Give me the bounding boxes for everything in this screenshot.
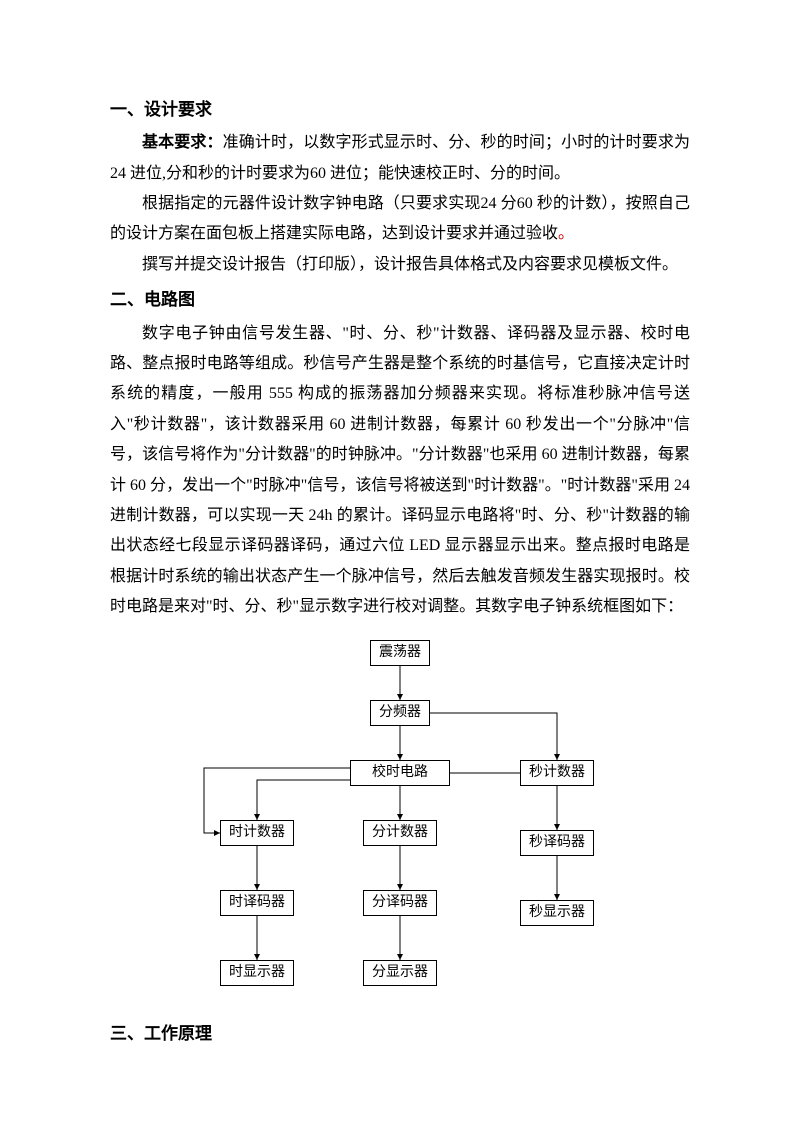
section-1-p1: 基本要求：准确计时，以数字形式显示时、分、秒的时间；小时的计时要求为24 进位,… <box>110 128 690 189</box>
block-diagram: 震荡器分频器校时电路 秒计数器时计数器 分计数器 秒译码器时译码器 分译码器 秒显示器时显… <box>190 640 610 990</box>
section-2-p1: 数字电子钟由信号发生器、"时、分、秒"计数器、译码器及显示器、校时电路、整点报时… <box>110 319 690 623</box>
arrow-5 <box>257 780 350 820</box>
section-1-heading: 一、设计要求 <box>110 94 690 126</box>
node-hr_cnt: 时计数器 <box>220 820 294 846</box>
node-min_dec: 分译码器 <box>363 890 437 916</box>
node-div: 分频器 <box>370 700 430 726</box>
node-adj: 校时电路 <box>350 760 450 786</box>
section-1-p3: 撰写并提交设计报告（打印版），设计报告具体格式及内容要求见模板文件。 <box>110 250 690 280</box>
node-sec_dec: 秒译码器 <box>520 830 594 856</box>
p2-text: 根据指定的元器件设计数字钟电路（只要求实现24 分60 秒的计数），按照自己的设… <box>110 195 690 242</box>
node-min_dis: 分显示器 <box>363 960 437 986</box>
arrow-2 <box>430 713 557 760</box>
node-hr_dec: 时译码器 <box>220 890 294 916</box>
p1-bold: 基本要求： <box>142 134 223 151</box>
node-hr_dis: 时显示器 <box>220 960 294 986</box>
section-1-p2: 根据指定的元器件设计数字钟电路（只要求实现24 分60 秒的计数），按照自己的设… <box>110 189 690 250</box>
node-sec_dis: 秒显示器 <box>520 900 594 926</box>
node-osc: 震荡器 <box>370 640 430 666</box>
node-min_cnt: 分计数器 <box>363 820 437 846</box>
diagram-arrows <box>190 640 610 990</box>
section-2-heading: 二、电路图 <box>110 284 690 316</box>
node-sec_cnt: 秒计数器 <box>520 760 594 786</box>
section-3-heading: 三、工作原理 <box>110 1018 690 1050</box>
p2-red: 。 <box>558 225 574 242</box>
